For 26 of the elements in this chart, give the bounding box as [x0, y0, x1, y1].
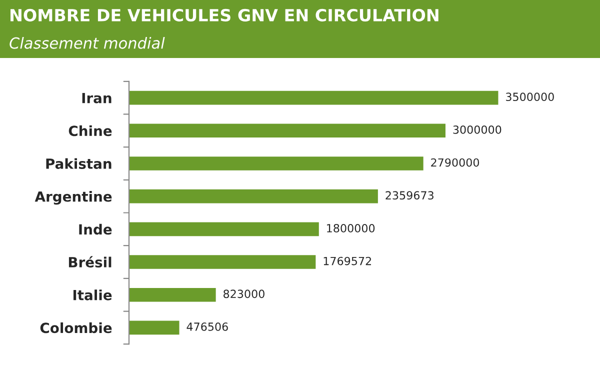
bar — [129, 288, 216, 302]
data-label: 1800000 — [327, 224, 375, 232]
data-label: 823000 — [224, 290, 264, 298]
data-label: 2359673 — [386, 191, 434, 200]
y-tick-label: Italie — [73, 290, 112, 300]
bar — [129, 124, 446, 138]
bar — [129, 90, 498, 105]
y-tick-label: Inde — [79, 224, 112, 235]
bar — [129, 255, 316, 269]
bar — [129, 156, 424, 170]
y-tick-label: Chine — [68, 125, 112, 136]
chart-title: NOMBRE DE VEHICULES GNV EN CIRCULATION — [10, 8, 438, 22]
bar — [129, 189, 378, 204]
y-tick-label: Pakistan — [46, 158, 112, 169]
y-tick-label: Iran — [82, 92, 112, 104]
data-label: 3000000 — [453, 125, 502, 134]
y-tick-label: Colombie — [40, 322, 112, 334]
chart-subtitle: Classement mondial — [10, 37, 165, 49]
data-label: 1769572 — [324, 256, 371, 266]
bar — [129, 222, 319, 236]
data-label: 476506 — [186, 322, 228, 331]
data-label: 2790000 — [431, 158, 480, 167]
bar — [129, 320, 180, 335]
y-tick-label: Argentine — [34, 191, 112, 205]
y-tick-label: Brésil — [68, 256, 112, 268]
data-label: 3500000 — [506, 92, 554, 102]
